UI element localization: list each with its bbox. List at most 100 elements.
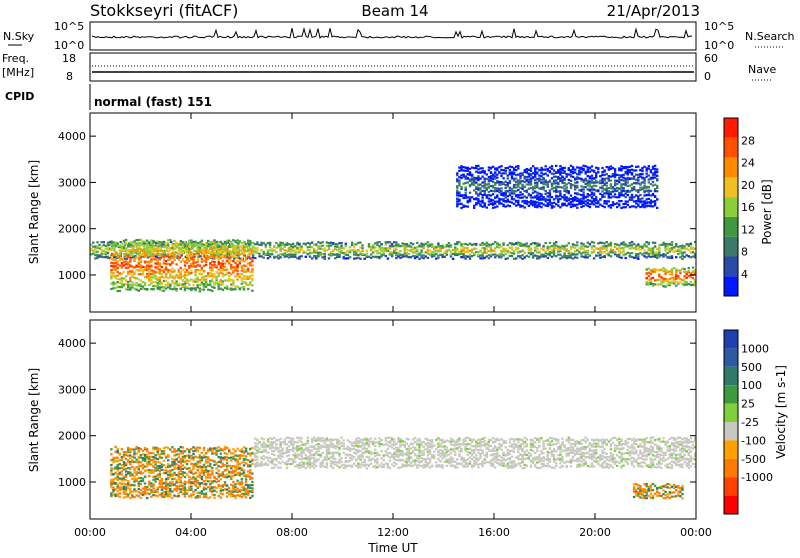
heatmap-cell: [146, 249, 148, 251]
heatmap-cell: [625, 171, 627, 173]
heatmap-cell: [96, 254, 98, 256]
heatmap-cell: [182, 279, 184, 281]
heatmap-cell: [681, 254, 683, 256]
heatmap-cell: [157, 241, 159, 243]
heatmap-cell: [140, 254, 142, 256]
heatmap-cell: [677, 246, 679, 248]
heatmap-cell: [612, 191, 614, 193]
heatmap-cell: [418, 455, 420, 457]
heatmap-cell: [271, 450, 273, 452]
heatmap-cell: [675, 278, 677, 280]
heatmap-cell: [561, 172, 563, 174]
heatmap-cell: [389, 245, 391, 247]
heatmap-cell: [446, 251, 448, 253]
heatmap-cell: [538, 175, 540, 177]
heatmap-cell: [366, 438, 368, 440]
heatmap-cell: [420, 451, 422, 453]
heatmap-cell: [500, 198, 502, 200]
heatmap-cell: [171, 244, 173, 246]
heatmap-cell: [662, 281, 664, 283]
heatmap-cell: [587, 166, 589, 168]
heatmap-cell: [307, 246, 309, 248]
heatmap-cell: [608, 169, 610, 171]
heatmap-cell: [269, 246, 271, 248]
heatmap-cell: [159, 265, 161, 267]
heatmap-cell: [528, 245, 530, 247]
heatmap-cell: [161, 273, 163, 275]
heatmap-cell: [380, 450, 382, 452]
heatmap-cell: [389, 241, 391, 243]
heatmap-cell: [622, 247, 624, 249]
heatmap-cell: [555, 179, 557, 181]
heatmap-cell: [458, 195, 460, 197]
heatmap-cell: [256, 456, 258, 458]
heatmap-cell: [263, 455, 265, 457]
heatmap-cell: [517, 255, 519, 257]
heatmap-cell: [545, 205, 547, 207]
heatmap-cell: [220, 281, 222, 283]
heatmap-cell: [488, 254, 490, 256]
heatmap-cell: [597, 200, 599, 202]
heatmap-cell: [446, 254, 448, 256]
heatmap-cell: [477, 172, 479, 174]
heatmap-cell: [429, 449, 431, 451]
heatmap-cell: [234, 268, 236, 270]
heatmap-cell: [494, 171, 496, 173]
heatmap-cell: [553, 206, 555, 208]
heatmap-cell: [412, 446, 414, 448]
heatmap-cell: [361, 454, 363, 456]
heatmap-cell: [427, 241, 429, 243]
heatmap-cell: [142, 286, 144, 288]
heatmap-cell: [496, 255, 498, 257]
heatmap-cell: [385, 243, 387, 245]
heatmap-cell: [416, 464, 418, 466]
heatmap-cell: [307, 458, 309, 460]
heatmap-cell: [505, 206, 507, 208]
heatmap-cell: [460, 450, 462, 452]
heatmap-cell: [582, 179, 584, 181]
heatmap-cell: [347, 439, 349, 441]
heatmap-cell: [532, 172, 534, 174]
heatmap-cell: [340, 457, 342, 459]
heatmap-cell: [679, 272, 681, 274]
heatmap-cell: [220, 272, 222, 274]
heatmap-cell: [343, 443, 345, 445]
heatmap-cell: [563, 178, 565, 180]
heatmap-cell: [286, 250, 288, 252]
heatmap-cell: [374, 449, 376, 451]
heatmap-cell: [336, 439, 338, 441]
heatmap-cell: [220, 269, 222, 271]
heatmap-cell: [616, 180, 618, 182]
heatmap-cell: [500, 190, 502, 192]
heatmap-cell: [209, 251, 211, 253]
heatmap-cell: [247, 278, 249, 280]
heatmap-cell: [110, 254, 112, 256]
heatmap-cell: [456, 439, 458, 441]
heatmap-cell: [279, 450, 281, 452]
heatmap-cell: [121, 258, 123, 260]
heatmap-cell: [236, 278, 238, 280]
heatmap-cell: [664, 254, 666, 256]
heatmap-cell: [576, 204, 578, 206]
heatmap-cell: [209, 262, 211, 264]
heatmap-cell: [500, 183, 502, 185]
heatmap-cell: [353, 452, 355, 454]
heatmap-cell: [357, 467, 359, 469]
heatmap-cell: [112, 258, 114, 260]
heatmap-cell: [620, 252, 622, 254]
heatmap-cell: [397, 447, 399, 449]
heatmap-cell: [383, 454, 385, 456]
heatmap-cell: [646, 277, 648, 279]
heatmap-cell: [147, 256, 149, 258]
heatmap-cell: [399, 245, 401, 247]
heatmap-cell: [180, 255, 182, 257]
heatmap-cell: [576, 192, 578, 194]
heatmap-cell: [654, 242, 656, 244]
heatmap-cell: [173, 269, 175, 271]
heatmap-cell: [446, 244, 448, 246]
power-colorbar-swatch: [724, 158, 738, 178]
heatmap-cell: [401, 455, 403, 457]
heatmap-cell: [471, 445, 473, 447]
heatmap-cell: [429, 440, 431, 442]
heatmap-cell: [144, 282, 146, 284]
